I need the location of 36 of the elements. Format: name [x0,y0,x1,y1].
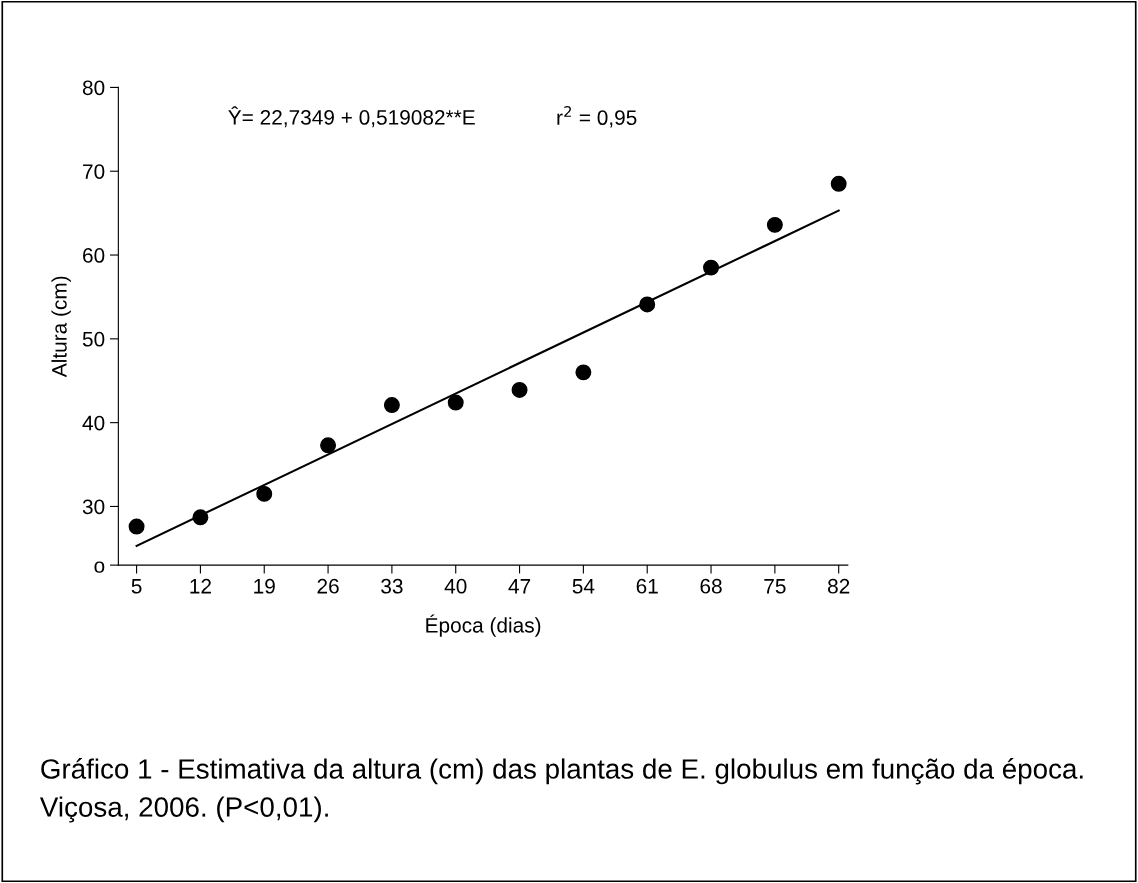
x-tick-label: 68 [700,578,722,594]
point [703,259,720,276]
y-tick-label: o [94,561,105,573]
y-tick-label: 80 [82,80,105,96]
y-tick-label: 30 [82,499,105,515]
point [320,437,337,454]
x-tick-label: 47 [508,579,531,594]
y-tick-label: 60 [83,248,105,263]
point [575,364,592,381]
point [128,518,145,535]
x-tick-label: 19 [254,578,275,594]
y-tick-label: 50 [82,331,105,347]
y-tick-label: 40 [82,415,105,431]
y-tick-label: 70 [83,164,105,179]
annotation: r$^{2}$ = 0,95 [557,106,637,128]
x-axis-title: Época (dias) [426,614,541,637]
point [830,175,847,192]
point [383,397,400,414]
y-axis-title: Altura (cm) [51,276,71,378]
x-tick-label: 61 [636,578,658,594]
x-tick-label: 12 [190,578,211,594]
point [766,216,783,233]
point [256,485,273,502]
x-tick-label: 33 [381,578,403,594]
point [192,509,209,526]
x-tick-label: 75 [764,579,786,594]
x-tick-label: 40 [444,578,467,594]
text: Gráfico 1 - Estimativa da altura (cm) das plantas de E. globulus em função da época. Viçosa, 2006. (P<0,01). [39,758,1083,823]
x-tick-label: 26 [317,578,339,594]
point [639,296,656,313]
point [511,381,528,398]
point [447,394,464,411]
x-tick-label: 5 [131,579,142,594]
x-tick-label: 54 [572,579,595,594]
x-tick-label: 82 [828,578,850,594]
annotation: Ŷ= 22,7349 + 0,519082**E [228,106,475,128]
